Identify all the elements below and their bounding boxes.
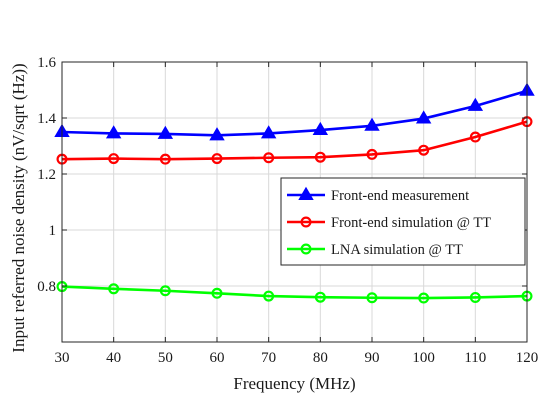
data-point: [467, 97, 484, 111]
series-line: [61, 285, 528, 300]
data-point: [159, 153, 171, 165]
data-point: [209, 127, 225, 141]
legend-marker: [300, 243, 312, 255]
x-tick-label: 60: [210, 350, 225, 366]
legend-label: LNA simulation @ TT: [331, 242, 463, 258]
x-axis-title: Frequency (MHz): [233, 374, 355, 393]
ticks: 30 40 50 60 70 80 90 100 110 120 0.8 1 1.2 1.4 1.6: [37, 55, 538, 366]
data-point: [312, 121, 329, 136]
legend-item: Front-end measurement: [287, 186, 469, 204]
legend-label: Front-end simulation @ TT: [331, 215, 491, 231]
legend-item: LNA simulation @ TT: [287, 242, 463, 258]
data-point: [314, 151, 326, 163]
data-point: [418, 292, 430, 304]
x-tick-label: 80: [313, 350, 328, 366]
series-2: [56, 116, 533, 165]
data-point: [260, 125, 277, 139]
data-point: [105, 125, 122, 139]
series-3: [56, 281, 533, 304]
data-point: [415, 110, 432, 124]
series-1: [54, 82, 535, 141]
x-tick-label: 100: [412, 350, 435, 366]
data-point: [263, 152, 275, 164]
data-point: [366, 148, 378, 160]
x-tick-label: 30: [55, 350, 70, 366]
data-point: [364, 117, 380, 131]
data-point: [108, 283, 120, 295]
data-point: [211, 153, 223, 165]
data-point: [108, 153, 120, 165]
x-tick-label: 90: [365, 350, 380, 366]
x-tick-label: 120: [516, 350, 539, 366]
data-point: [418, 144, 430, 156]
data-point: [366, 292, 378, 304]
data-point: [314, 291, 326, 303]
data-point: [469, 131, 481, 143]
data-point: [157, 125, 174, 139]
series-line: [61, 89, 528, 137]
data-point: [159, 285, 171, 297]
y-tick-label: 1: [49, 223, 57, 239]
series-line: [61, 120, 528, 161]
y-tick-label: 0.8: [37, 279, 56, 295]
legend-label: Front-end measurement: [331, 188, 469, 204]
x-tick-label: 70: [261, 350, 276, 366]
y-axis-title: Input referred noise density (nV/sqrt (H…: [9, 63, 28, 352]
axes-frame: [61, 61, 528, 343]
legend-marker: [298, 186, 314, 200]
legend: Front-end measurement Front-end simulatio…: [280, 177, 526, 266]
x-tick-label: 40: [106, 350, 121, 366]
data-point: [469, 291, 481, 303]
y-tick-label: 1.6: [37, 55, 56, 71]
legend-marker: [300, 216, 312, 228]
data-point: [263, 290, 275, 302]
y-tick-label: 1.2: [37, 167, 56, 183]
x-tick-label: 50: [158, 350, 173, 366]
legend-item: Front-end simulation @ TT: [287, 215, 491, 231]
x-tick-label: 110: [464, 350, 486, 366]
data-point: [211, 287, 223, 299]
y-tick-label: 1.4: [37, 111, 56, 127]
